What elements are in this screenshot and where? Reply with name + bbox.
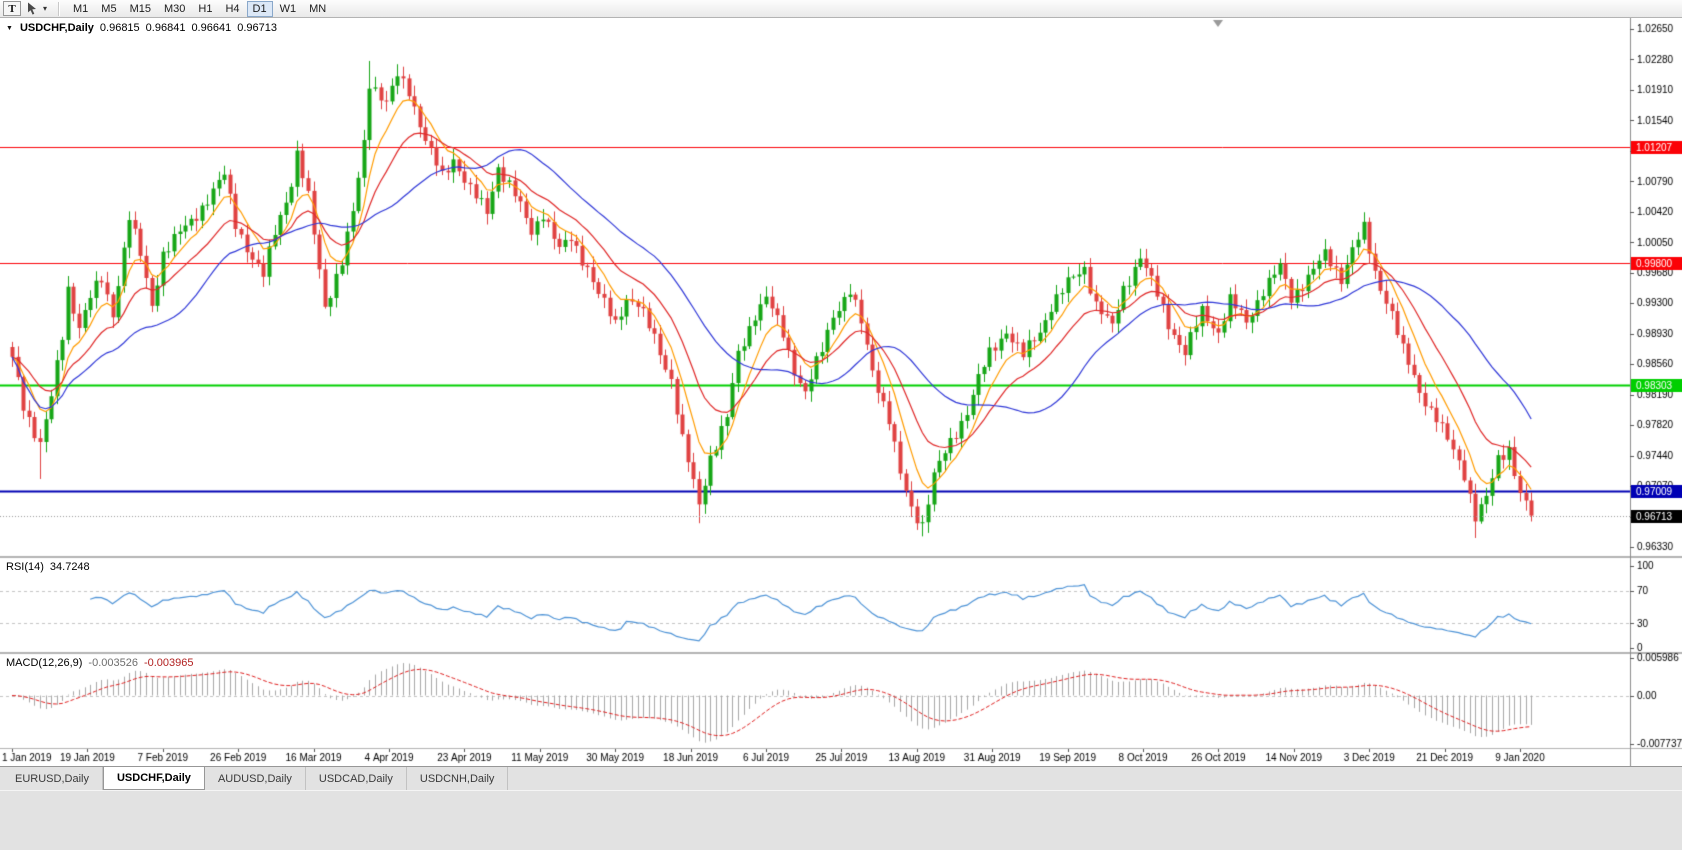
timeframe-button-h1[interactable]: H1 — [192, 1, 218, 17]
timeframe-button-group: M1 M5 M15 M30 H1 H4 D1 W1 MN — [67, 0, 332, 17]
text-tool-button[interactable]: T — [3, 1, 21, 16]
chart-tab-usdcnh-daily[interactable]: USDCNH,Daily — [407, 767, 509, 790]
status-bar — [0, 790, 1682, 850]
chart-tab-usdcad-daily[interactable]: USDCAD,Daily — [306, 767, 407, 790]
price-chart-canvas[interactable] — [0, 18, 1682, 766]
chart-window: ▼ USDCHF,Daily 0.96815 0.96841 0.96641 0… — [0, 18, 1682, 766]
cursor-tool-icon[interactable] — [24, 1, 40, 16]
chart-toolbar: T ▾ M1 M5 M15 M30 H1 H4 D1 W1 MN — [0, 0, 1682, 18]
timeframe-button-d1[interactable]: D1 — [246, 0, 273, 17]
timeframe-button-w1[interactable]: W1 — [274, 1, 303, 17]
timeframe-button-m30[interactable]: M30 — [158, 1, 191, 17]
timeframe-button-m5[interactable]: M5 — [95, 1, 122, 17]
chart-tab-usdchf-daily[interactable]: USDCHF,Daily — [102, 767, 205, 790]
chart-tab-audusd-daily[interactable]: AUDUSD,Daily — [205, 767, 306, 790]
dropdown-arrow-icon[interactable]: ▾ — [43, 4, 48, 13]
timeframe-button-m1[interactable]: M1 — [67, 1, 94, 17]
toolbar-separator — [58, 1, 60, 16]
chart-tab-bar: EURUSD,Daily USDCHF,Daily AUDUSD,Daily USDC… — [0, 766, 1682, 790]
timeframe-button-mn[interactable]: MN — [303, 1, 332, 17]
timeframe-button-h4[interactable]: H4 — [219, 1, 245, 17]
timeframe-button-m15[interactable]: M15 — [124, 1, 157, 17]
chart-tab-eurusd-daily[interactable]: EURUSD,Daily — [2, 767, 103, 790]
